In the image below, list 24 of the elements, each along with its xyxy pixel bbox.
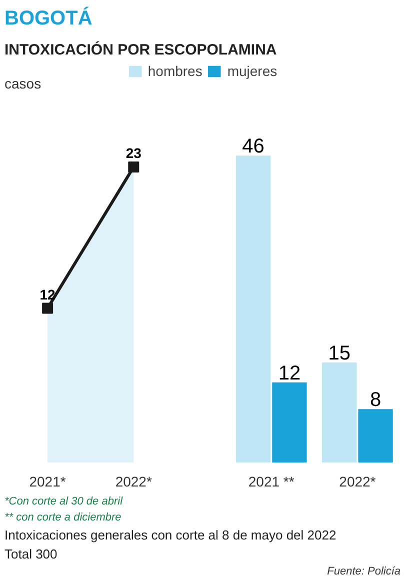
data-label: 46 [242, 136, 264, 158]
bar [358, 409, 393, 462]
data-label: 12 [40, 286, 56, 302]
bar [236, 156, 271, 462]
text: ** con corte a diciembre [4, 512, 122, 524]
legend-label: mujeres [227, 63, 278, 79]
x-tick-label: 2021* [29, 474, 66, 490]
bar [322, 362, 357, 462]
text: *Con corte al 30 de abril [4, 496, 124, 508]
y-axis-title: casos [4, 76, 42, 92]
chart-title: BOGOTÁ [4, 6, 92, 30]
legend-label: hombres [148, 63, 202, 79]
chart-subtitle: INTOXICACIÓN POR ESCOPOLAMINA [4, 40, 277, 58]
text: Total 300 [4, 546, 58, 562]
bar [272, 382, 307, 462]
data-label: 23 [126, 144, 142, 161]
data-label: 8 [370, 389, 382, 412]
source-note: Fuente: Policía [327, 566, 400, 578]
x-tick-label: 2022* [339, 474, 376, 490]
text: Intoxicaciones generales con corte al 8 de mayo del 2022 [4, 528, 336, 542]
data-label: 15 [328, 342, 351, 364]
data-label: 12 [278, 362, 301, 384]
x-tick-label: 2021 ** [248, 474, 295, 490]
x-tick-label: 2022* [115, 474, 152, 490]
